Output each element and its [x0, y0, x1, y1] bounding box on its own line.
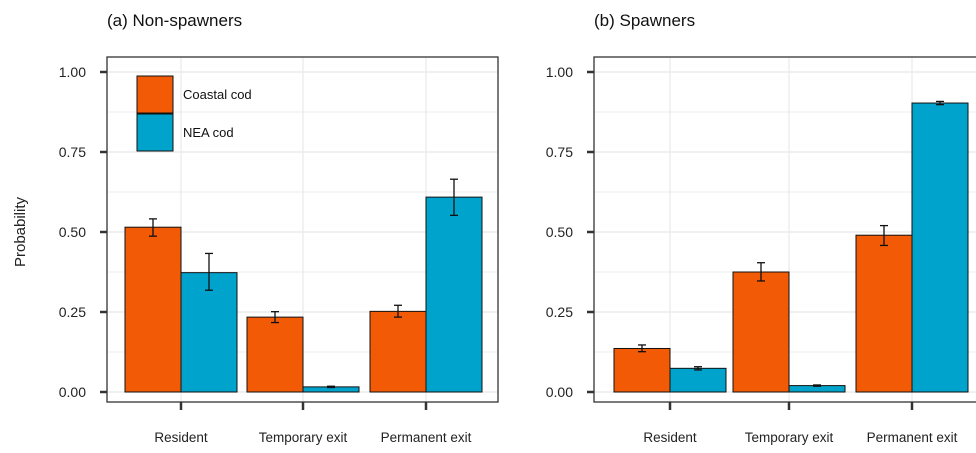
x-tick-label: Resident [643, 430, 697, 445]
error-bar [694, 366, 702, 371]
bar-nea-cod-permanent-exit [911, 102, 969, 393]
y-tick-label: 0.50 [59, 224, 86, 240]
error-bar [936, 100, 944, 106]
error-bar [450, 178, 458, 217]
x-tick-label: Permanent exit [381, 430, 472, 445]
panel-b: 0.00 0.25 0.50 0.75 1.00 Resident Temporary ex… [546, 11, 976, 445]
y-tick-label: 0.00 [59, 384, 86, 400]
bar-nea-cod-permanent-exit [425, 196, 483, 393]
y-axis-title: Probability [12, 196, 29, 267]
error-bar [271, 311, 279, 324]
error-bar [149, 218, 157, 237]
bar-coastal-cod-permanent-exit [855, 234, 913, 393]
x-tick-label: Temporary exit [259, 430, 348, 445]
error-bar [880, 224, 888, 247]
error-bar [205, 252, 213, 291]
error-bar [327, 385, 335, 389]
bar-coastal-cod-resident [613, 347, 671, 393]
x-tick-label: Resident [154, 430, 208, 445]
bar-coastal-cod-permanent-exit [369, 310, 427, 393]
bar-nea-cod-resident [180, 272, 238, 393]
y-tick-label: 1.00 [59, 64, 86, 80]
bar-coastal-cod-temporary-exit [246, 316, 304, 393]
legend-swatch-coastal-cod [136, 75, 174, 114]
legend-label-nea-cod: NEA cod [183, 125, 234, 140]
x-tick-label: Permanent exit [867, 430, 958, 445]
legend-swatch-nea-cod [136, 113, 174, 152]
y-tick-label: 0.75 [546, 144, 573, 160]
error-bar [394, 304, 402, 318]
error-bar [757, 262, 765, 282]
y-tick-label: 0.25 [59, 304, 86, 320]
bar-coastal-cod-temporary-exit [732, 271, 790, 393]
y-tick-label: 0.75 [59, 144, 86, 160]
error-bar [638, 344, 646, 353]
bar-nea-cod-resident [669, 367, 727, 393]
panel-title: (a) Non-spawners [107, 11, 242, 30]
y-tick-label: 1.00 [546, 64, 573, 80]
y-tick-label: 0.00 [546, 384, 573, 400]
legend-label-coastal-cod: Coastal cod [183, 87, 252, 102]
panel-frame [593, 56, 976, 403]
panel-a: 0.00 0.25 0.50 0.75 1.00 Resident Temporary ex… [59, 11, 499, 445]
legend: Coastal cod NEA cod [136, 75, 252, 152]
x-tick-label: Temporary exit [745, 430, 834, 445]
y-tick-label: 0.50 [546, 224, 573, 240]
error-bar [813, 384, 821, 387]
panel-title: (b) Spawners [594, 11, 695, 30]
bar-coastal-cod-resident [124, 226, 182, 393]
y-tick-label: 0.25 [546, 304, 573, 320]
